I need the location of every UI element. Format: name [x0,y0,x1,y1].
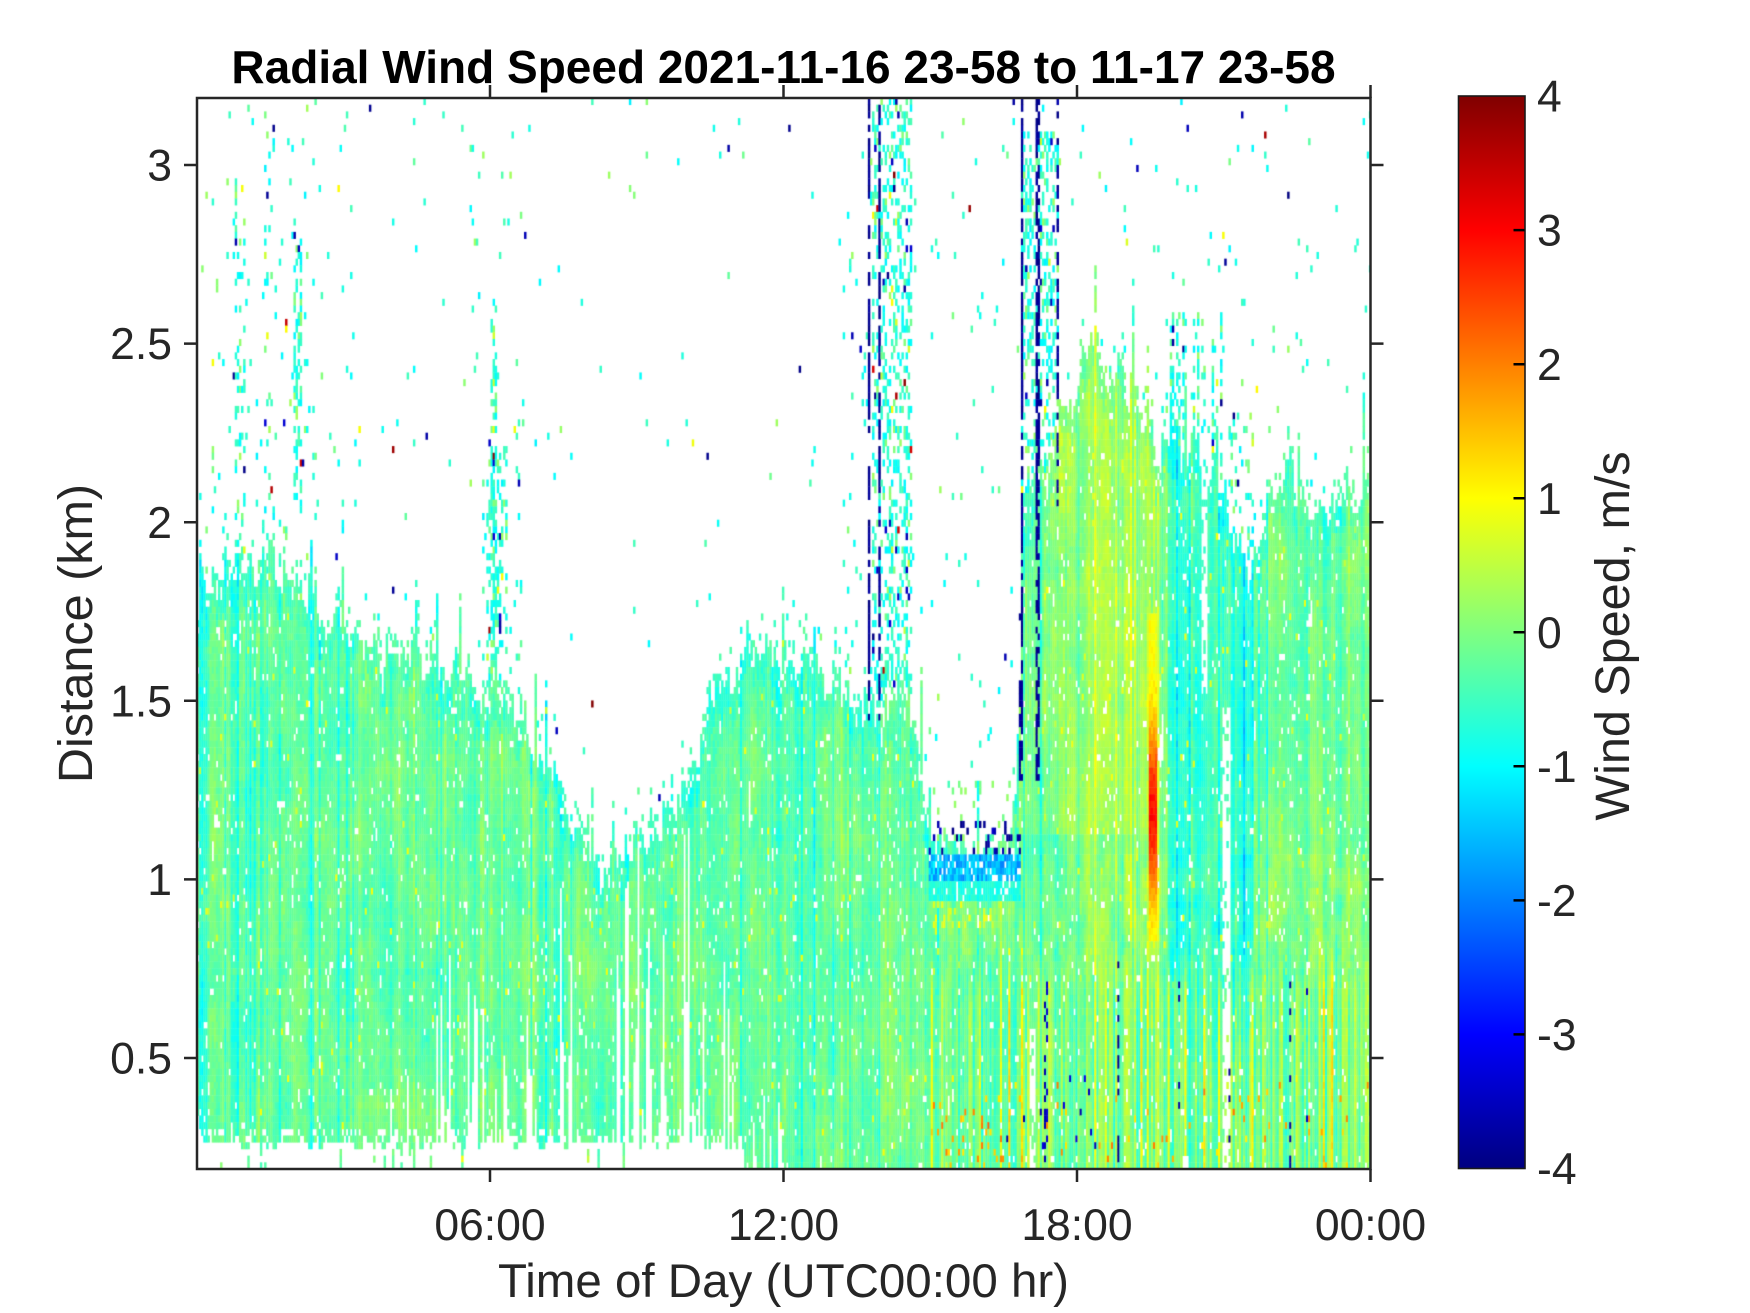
svg-text:-4: -4 [1537,1145,1577,1194]
svg-text:18:00: 18:00 [1021,1201,1132,1250]
svg-text:2.5: 2.5 [110,320,172,369]
svg-text:0: 0 [1537,609,1562,658]
svg-text:2: 2 [147,499,172,548]
svg-text:1: 1 [1537,475,1562,524]
svg-text:-1: -1 [1537,743,1577,792]
svg-text:3: 3 [1537,207,1562,256]
svg-text:Wind Speed, m/s: Wind Speed, m/s [1586,451,1640,820]
svg-text:00:00: 00:00 [1315,1201,1426,1250]
svg-text:-2: -2 [1537,877,1577,926]
svg-text:Radial Wind Speed 2021-11-16 2: Radial Wind Speed 2021-11-16 23-58 to 11… [231,41,1335,93]
svg-text:12:00: 12:00 [728,1201,839,1250]
svg-text:06:00: 06:00 [434,1201,545,1250]
svg-text:-3: -3 [1537,1011,1577,1060]
svg-text:2: 2 [1537,341,1562,390]
svg-text:Distance (km): Distance (km) [49,484,103,783]
svg-text:1: 1 [147,856,172,905]
svg-text:Time of Day (UTC00:00 hr): Time of Day (UTC00:00 hr) [498,1255,1069,1308]
svg-text:3: 3 [147,142,172,191]
svg-text:0.5: 0.5 [110,1035,172,1084]
svg-text:4: 4 [1537,73,1562,122]
svg-text:1.5: 1.5 [110,677,172,726]
